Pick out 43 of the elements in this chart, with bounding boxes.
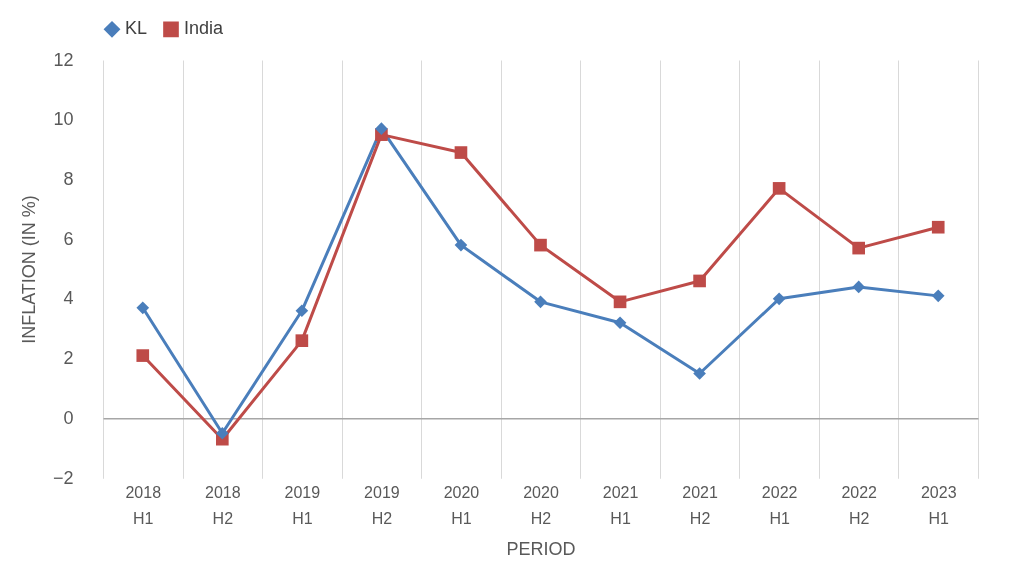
x-tick-label: 2018 H2: [205, 483, 241, 527]
y-tick-label: 2: [63, 348, 74, 369]
point: [613, 295, 627, 309]
y-tick-label: 0: [63, 407, 74, 428]
legend-label: India: [184, 18, 225, 39]
x-tick-label: 2021 H1: [602, 483, 639, 527]
point: [375, 122, 388, 135]
point: [772, 292, 786, 306]
point: [454, 238, 468, 252]
y-tick-label: 10: [53, 109, 74, 130]
x-tick-label: 2022 H1: [761, 483, 798, 527]
x-tick-label: 2020 H2: [523, 483, 559, 527]
point: [852, 241, 866, 255]
x-tick-label: 2021 H2: [682, 483, 718, 527]
y-tick-label: 6: [63, 228, 74, 249]
x-tick-label: 2022 H2: [841, 483, 878, 527]
point: [136, 301, 150, 315]
y-axis-title: INFLATION (IN %): [18, 195, 39, 344]
x-tick-label: 2018 H1: [125, 483, 162, 527]
point: [852, 280, 866, 294]
x-tick-label: 2019 H1: [284, 483, 321, 527]
point: [215, 426, 229, 440]
legend-label: KL: [125, 18, 148, 39]
point: [295, 334, 309, 347]
y-tick-label: 8: [63, 168, 74, 189]
point: [772, 182, 786, 195]
point: [534, 238, 547, 252]
point: [136, 349, 150, 362]
point: [295, 304, 309, 318]
x-tick-label: 2020 H1: [443, 483, 480, 527]
point: [693, 274, 706, 288]
x-axis-title: PERIOD: [506, 538, 576, 559]
point: [931, 220, 945, 234]
point: [931, 289, 945, 303]
y-tick-label: 12: [53, 49, 74, 70]
point: [454, 146, 468, 159]
y-tick-label: 4: [63, 288, 74, 309]
point: [693, 367, 706, 380]
x-tick-label: 2023 H1: [920, 483, 957, 527]
x-tick-label: 2019 H2: [364, 483, 400, 527]
point: [613, 316, 627, 330]
y-tick-label: −2: [52, 467, 74, 488]
point: [534, 295, 547, 309]
